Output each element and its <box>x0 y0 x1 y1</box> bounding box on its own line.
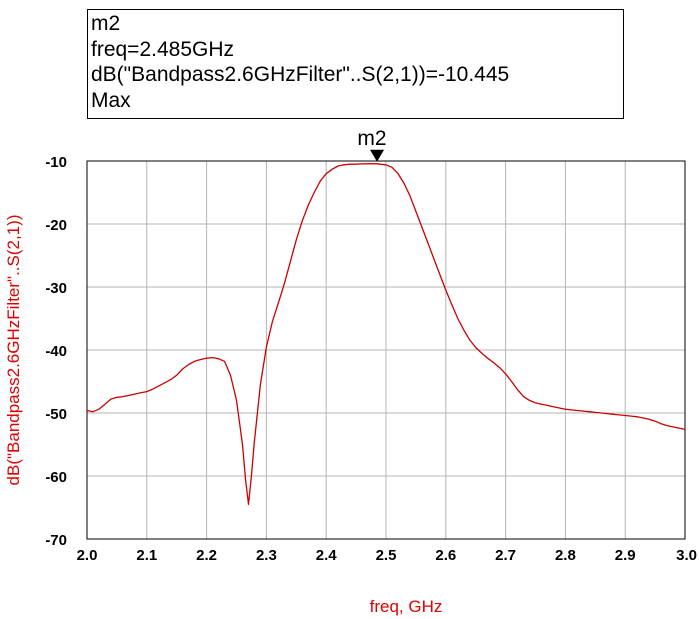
series-line-s21 <box>86 163 686 506</box>
marker-value: dB("Bandpass2.6GHzFilter"..S(2,1))=-10.4… <box>91 63 510 86</box>
x-tick-label: 2.3 <box>256 547 277 564</box>
marker-name: m2 <box>91 12 121 35</box>
x-tick-label: 2.4 <box>316 547 338 564</box>
x-tick-label: 2.0 <box>77 547 98 564</box>
y-tick-label: -20 <box>45 217 67 234</box>
x-tick-label: 2.2 <box>196 547 217 564</box>
y-axis-label: dB("Bandpass2.6GHzFilter"..S(2,1)) <box>4 215 23 486</box>
y-tick-label: -60 <box>45 469 67 486</box>
x-tick-label: 2.6 <box>435 547 456 564</box>
y-tick-label: -40 <box>45 343 67 360</box>
y-tick-label: -10 <box>45 154 67 171</box>
x-axis-label: freq, GHz <box>370 597 443 616</box>
x-tick-label: 2.7 <box>495 547 516 564</box>
y-tick-label: -50 <box>45 406 67 423</box>
x-tick-label: 3.0 <box>676 547 697 564</box>
y-tick-label: -70 <box>45 532 67 549</box>
x-tick-label: 2.1 <box>136 547 157 564</box>
y-tick-label: -30 <box>45 280 67 297</box>
x-tick-label: 2.9 <box>615 547 636 564</box>
x-tick-label: 2.8 <box>555 547 576 564</box>
marker-triangle-icon <box>370 149 385 162</box>
marker-readout-box: m2 freq=2.485GHz dB("Bandpass2.6GHzFilte… <box>87 9 624 119</box>
marker-mode: Max <box>91 88 131 112</box>
x-tick-label: 2.5 <box>376 547 397 564</box>
marker-frequency: freq=2.485GHz <box>91 37 235 61</box>
marker-label: m2 <box>357 127 386 150</box>
plot-frame <box>86 160 686 540</box>
